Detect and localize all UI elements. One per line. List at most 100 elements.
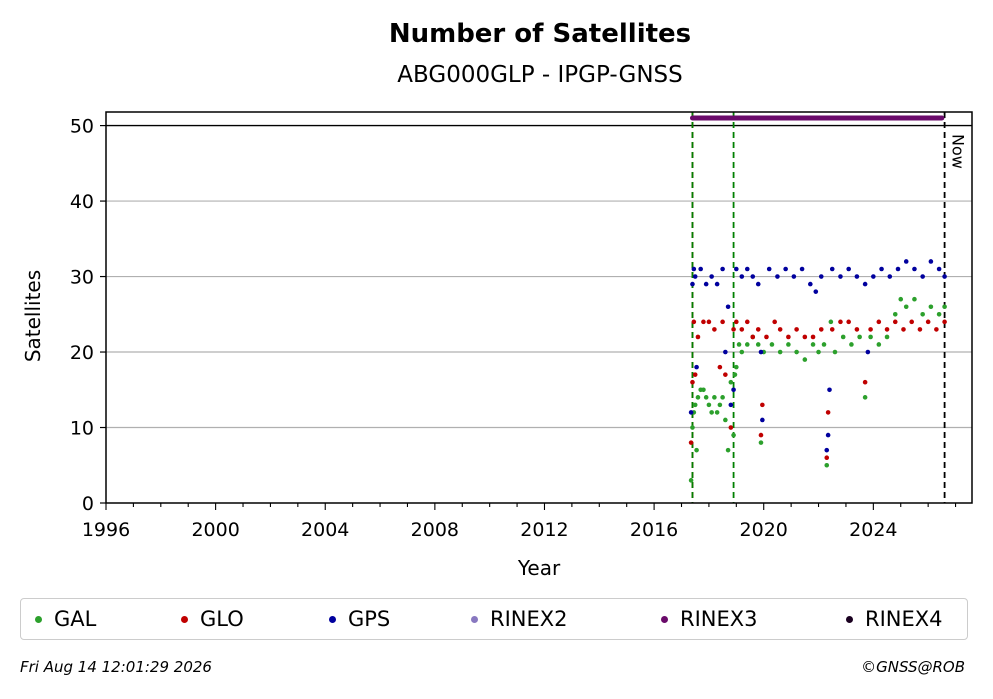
gal-point <box>701 387 706 393</box>
glo-point <box>764 334 769 340</box>
legend-marker <box>329 615 336 623</box>
gal-point <box>828 319 834 325</box>
gps-point <box>928 259 934 264</box>
legend-marker <box>661 615 668 623</box>
gps-point <box>791 274 797 279</box>
legend-label: GAL <box>54 607 97 631</box>
gps-point <box>783 266 788 272</box>
gps-point <box>838 274 843 279</box>
y-tick-label: 0 <box>82 493 94 515</box>
gal-point <box>695 395 701 400</box>
footer-timestamp: Fri Aug 14 12:01:29 2026 <box>20 658 212 676</box>
x-axis-label: Year <box>517 556 561 580</box>
gps-point <box>723 349 728 355</box>
glo-point <box>917 327 923 332</box>
gal-point <box>720 395 725 400</box>
gps-point <box>827 387 832 393</box>
gps-point <box>846 266 851 272</box>
legend-label: RINEX4 <box>865 607 943 631</box>
gal-point <box>692 402 698 408</box>
gal-point <box>703 395 709 400</box>
x-tick-label: 2000 <box>191 519 239 541</box>
plot-frame <box>105 111 973 504</box>
gps-point <box>720 266 725 272</box>
gps-point <box>766 266 772 272</box>
glo-point <box>723 372 728 377</box>
legend-item-glo: GLO <box>181 599 244 639</box>
glo-point <box>728 425 734 430</box>
y-tick-label: 40 <box>70 191 94 213</box>
gal-point <box>802 357 808 362</box>
gal-point <box>739 349 745 355</box>
glo-point <box>755 327 761 332</box>
gps-point <box>871 274 876 279</box>
gps-point <box>865 349 871 355</box>
gal-point <box>731 432 736 438</box>
glo-point <box>786 334 791 340</box>
glo-point <box>706 319 712 325</box>
gps-point <box>698 266 703 272</box>
glo-point <box>838 319 843 325</box>
glo-point <box>942 319 947 325</box>
footer-copyright: ©GNSS@ROB <box>861 658 965 676</box>
gal-point <box>758 440 764 445</box>
gal-point <box>725 447 731 453</box>
glo-point <box>794 327 799 332</box>
legend-item-gal: GAL <box>35 599 96 639</box>
glo-point <box>909 319 915 325</box>
gal-point <box>920 311 925 317</box>
legend-marker <box>471 615 478 623</box>
gps-point <box>854 274 860 279</box>
glo-point <box>734 319 739 325</box>
glo-point <box>854 327 860 332</box>
gal-point <box>898 296 904 302</box>
gal-point <box>936 311 942 317</box>
gal-point <box>868 334 873 340</box>
glo-point <box>825 410 831 415</box>
gal-point <box>777 349 783 355</box>
y-axis: 0 10 20 30 40 50 <box>70 116 106 515</box>
gal-point <box>732 372 738 377</box>
glo-point <box>758 432 764 438</box>
y-tick-label: 10 <box>70 418 94 440</box>
gps-point <box>755 281 761 287</box>
gps-point <box>887 274 893 279</box>
chart-subtitle: ABG000GLP - IPGP-GNSS <box>397 62 682 88</box>
gps-point <box>862 281 868 287</box>
legend-marker <box>846 615 853 623</box>
glo-point <box>701 319 706 325</box>
gps-point <box>829 266 835 272</box>
grid-lines <box>106 124 972 429</box>
chart-title: Number of Satellites <box>389 19 691 49</box>
legend-label: GPS <box>348 607 391 631</box>
gal-point <box>690 425 695 430</box>
gal-point <box>717 402 723 408</box>
gal-point <box>857 334 862 340</box>
glo-point <box>731 327 736 332</box>
now-label: Now <box>949 134 968 169</box>
gps-point <box>690 281 695 287</box>
gps-point <box>709 274 714 279</box>
glo-point <box>717 364 723 370</box>
gps-point <box>942 274 947 279</box>
gps-point <box>818 274 824 279</box>
glo-point <box>695 334 701 340</box>
glo-point <box>802 334 808 340</box>
legend-label: RINEX2 <box>490 607 568 631</box>
gal-point <box>755 342 761 347</box>
gal-point <box>694 447 699 453</box>
gps-point <box>920 274 925 279</box>
legend: GAL GLO GPS RINEX2 RINEX3 RINEX4 <box>20 598 968 640</box>
gps-point <box>813 289 819 294</box>
gal-point <box>903 304 909 310</box>
gal-point <box>821 342 827 347</box>
gps-point <box>731 387 736 393</box>
x-tick-label: 2020 <box>740 519 788 541</box>
glo-point <box>829 327 835 332</box>
glo-point <box>692 372 698 377</box>
glo-point <box>810 334 816 340</box>
glo-point <box>712 327 717 332</box>
gps-point <box>728 402 734 408</box>
glo-point <box>884 327 890 332</box>
gal-point <box>832 349 838 355</box>
